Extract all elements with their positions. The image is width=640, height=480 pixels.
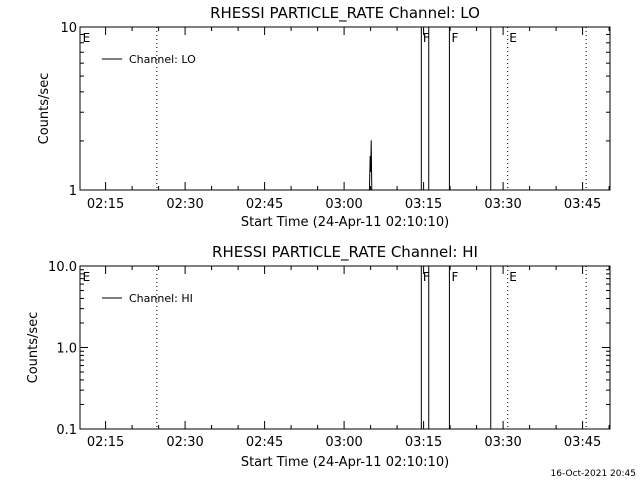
legend-label: Channel: LO [129, 53, 196, 66]
chart-panel-2: RHESSI PARTICLE_RATE Channel: HI 0.1 1.0 10… [26, 243, 611, 470]
plot-frame [79, 26, 611, 191]
flag-label: F [451, 270, 458, 284]
chart-title: RHESSI PARTICLE_RATE Channel: LO [210, 4, 480, 23]
x-tick-label: 03:30 [484, 197, 521, 212]
plot-frame [79, 265, 611, 430]
x-tick-label: 03:00 [325, 197, 362, 212]
x-tick-label: 02:30 [166, 197, 203, 212]
data-point [370, 170, 372, 173]
x-tick-label: 02:15 [87, 197, 124, 212]
chart-title: RHESSI PARTICLE_RATE Channel: HI [212, 243, 478, 262]
x-axis-label: Start Time (24-Apr-11 02:10:10) [241, 455, 449, 470]
data-point [368, 189, 370, 191]
x-tick-label: 02:45 [246, 435, 283, 450]
x-tick-label: 02:15 [87, 435, 124, 450]
plot-timestamp: 16-Oct-2021 20:45 [551, 469, 636, 479]
y-axis-label: Counts/sec [37, 73, 52, 145]
x-tick-label: 03:45 [564, 435, 601, 450]
flag-label: F [451, 31, 458, 45]
flag-label: E [83, 270, 91, 284]
data-point [371, 189, 373, 191]
x-tick-label: 03:15 [405, 197, 442, 212]
series-line [368, 140, 373, 191]
flag-label: F [423, 270, 430, 284]
flag-label: E [509, 270, 517, 284]
flag-label: F [423, 31, 430, 45]
x-tick-label: 03:45 [564, 197, 601, 212]
legend-label: Channel: HI [129, 292, 193, 305]
flag-label: E [83, 31, 91, 45]
y-tick-label: 0.1 [56, 423, 77, 438]
y-tick-label: 1 [69, 184, 77, 199]
data-point [369, 156, 371, 158]
chart-panel-1: RHESSI PARTICLE_RATE Channel: LO 1 10 02:15… [37, 4, 611, 230]
x-tick-label: 02:30 [166, 435, 203, 450]
flag-label: E [509, 31, 517, 45]
y-tick-label: 10.0 [48, 260, 77, 275]
y-tick-label: 10 [60, 21, 77, 36]
x-axis-label: Start Time (24-Apr-11 02:10:10) [241, 215, 449, 230]
x-tick-label: 02:45 [246, 197, 283, 212]
x-tick-label: 03:15 [405, 435, 442, 450]
y-axis-label: Counts/sec [26, 312, 41, 384]
data-point [370, 140, 372, 142]
x-tick-label: 03:00 [325, 435, 362, 450]
y-tick-label: 1.0 [56, 342, 77, 357]
x-tick-label: 03:30 [484, 435, 521, 450]
